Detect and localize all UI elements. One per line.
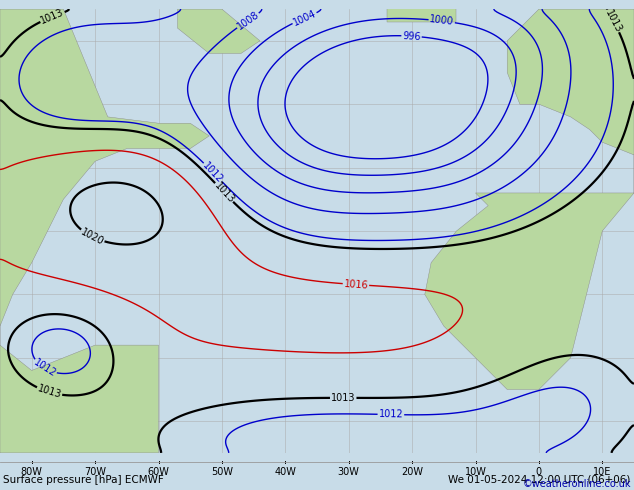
Text: 30W: 30W (338, 467, 359, 477)
Text: 1013: 1013 (212, 180, 236, 205)
Text: 50W: 50W (211, 467, 233, 477)
Text: 10E: 10E (593, 467, 611, 477)
Text: 1012: 1012 (378, 409, 403, 420)
Polygon shape (425, 9, 634, 390)
Polygon shape (387, 3, 456, 22)
Text: 1012: 1012 (32, 357, 58, 379)
Text: 80W: 80W (21, 467, 42, 477)
Polygon shape (0, 9, 209, 453)
Text: 10W: 10W (465, 467, 486, 477)
Text: 40W: 40W (275, 467, 296, 477)
Text: 1008: 1008 (235, 9, 261, 31)
Text: 1013: 1013 (603, 8, 623, 34)
Text: 1020: 1020 (79, 226, 105, 247)
Text: 1013: 1013 (36, 384, 62, 400)
Text: 1012: 1012 (201, 160, 225, 185)
Text: 1000: 1000 (429, 15, 455, 27)
Text: 60W: 60W (148, 467, 169, 477)
Text: 1004: 1004 (291, 8, 318, 28)
Polygon shape (178, 9, 260, 53)
Text: 996: 996 (402, 30, 421, 42)
Text: 70W: 70W (84, 467, 106, 477)
Text: We 01-05-2024 12:00 UTC (06+06): We 01-05-2024 12:00 UTC (06+06) (448, 475, 631, 485)
Text: 20W: 20W (401, 467, 423, 477)
Polygon shape (0, 345, 158, 453)
Text: Surface pressure [hPa] ECMWF: Surface pressure [hPa] ECMWF (3, 475, 164, 485)
Text: 0: 0 (536, 467, 542, 477)
Text: 1013: 1013 (331, 393, 356, 403)
Text: ©weatheronline.co.uk: ©weatheronline.co.uk (522, 479, 631, 489)
Text: 1016: 1016 (344, 279, 368, 291)
Text: 1013: 1013 (39, 7, 66, 26)
